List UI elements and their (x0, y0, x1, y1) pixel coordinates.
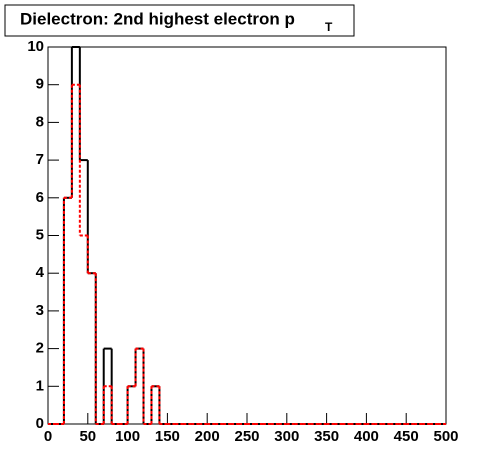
y-tick-label: 6 (36, 189, 44, 206)
x-tick-label: 400 (354, 428, 379, 445)
y-tick-label: 1 (36, 377, 44, 394)
y-tick-label: 2 (36, 340, 44, 357)
y-tick-label: 8 (36, 113, 44, 130)
y-tick-label: 4 (36, 264, 45, 281)
y-tick-label: 9 (36, 76, 44, 93)
x-tick-label: 450 (394, 428, 419, 445)
y-tick-label: 3 (36, 302, 44, 319)
title-box (4, 4, 355, 37)
x-tick-label: 0 (44, 428, 52, 445)
x-tick-label: 300 (274, 428, 299, 445)
x-tick-label: 500 (433, 428, 458, 445)
x-tick-label: 150 (155, 428, 180, 445)
y-tick-label: 0 (36, 415, 44, 432)
x-tick-label: 200 (195, 428, 220, 445)
chart-title-subscript: T (325, 20, 333, 34)
y-tick-label: 7 (36, 151, 44, 168)
y-tick-label: 10 (27, 38, 44, 55)
x-tick-label: 100 (115, 428, 140, 445)
y-tick-label: 5 (36, 226, 44, 243)
x-tick-label: 350 (314, 428, 339, 445)
x-tick-label: 50 (79, 428, 96, 445)
chart-title: Dielectron: 2nd highest electron p (20, 9, 295, 28)
x-tick-label: 250 (234, 428, 259, 445)
